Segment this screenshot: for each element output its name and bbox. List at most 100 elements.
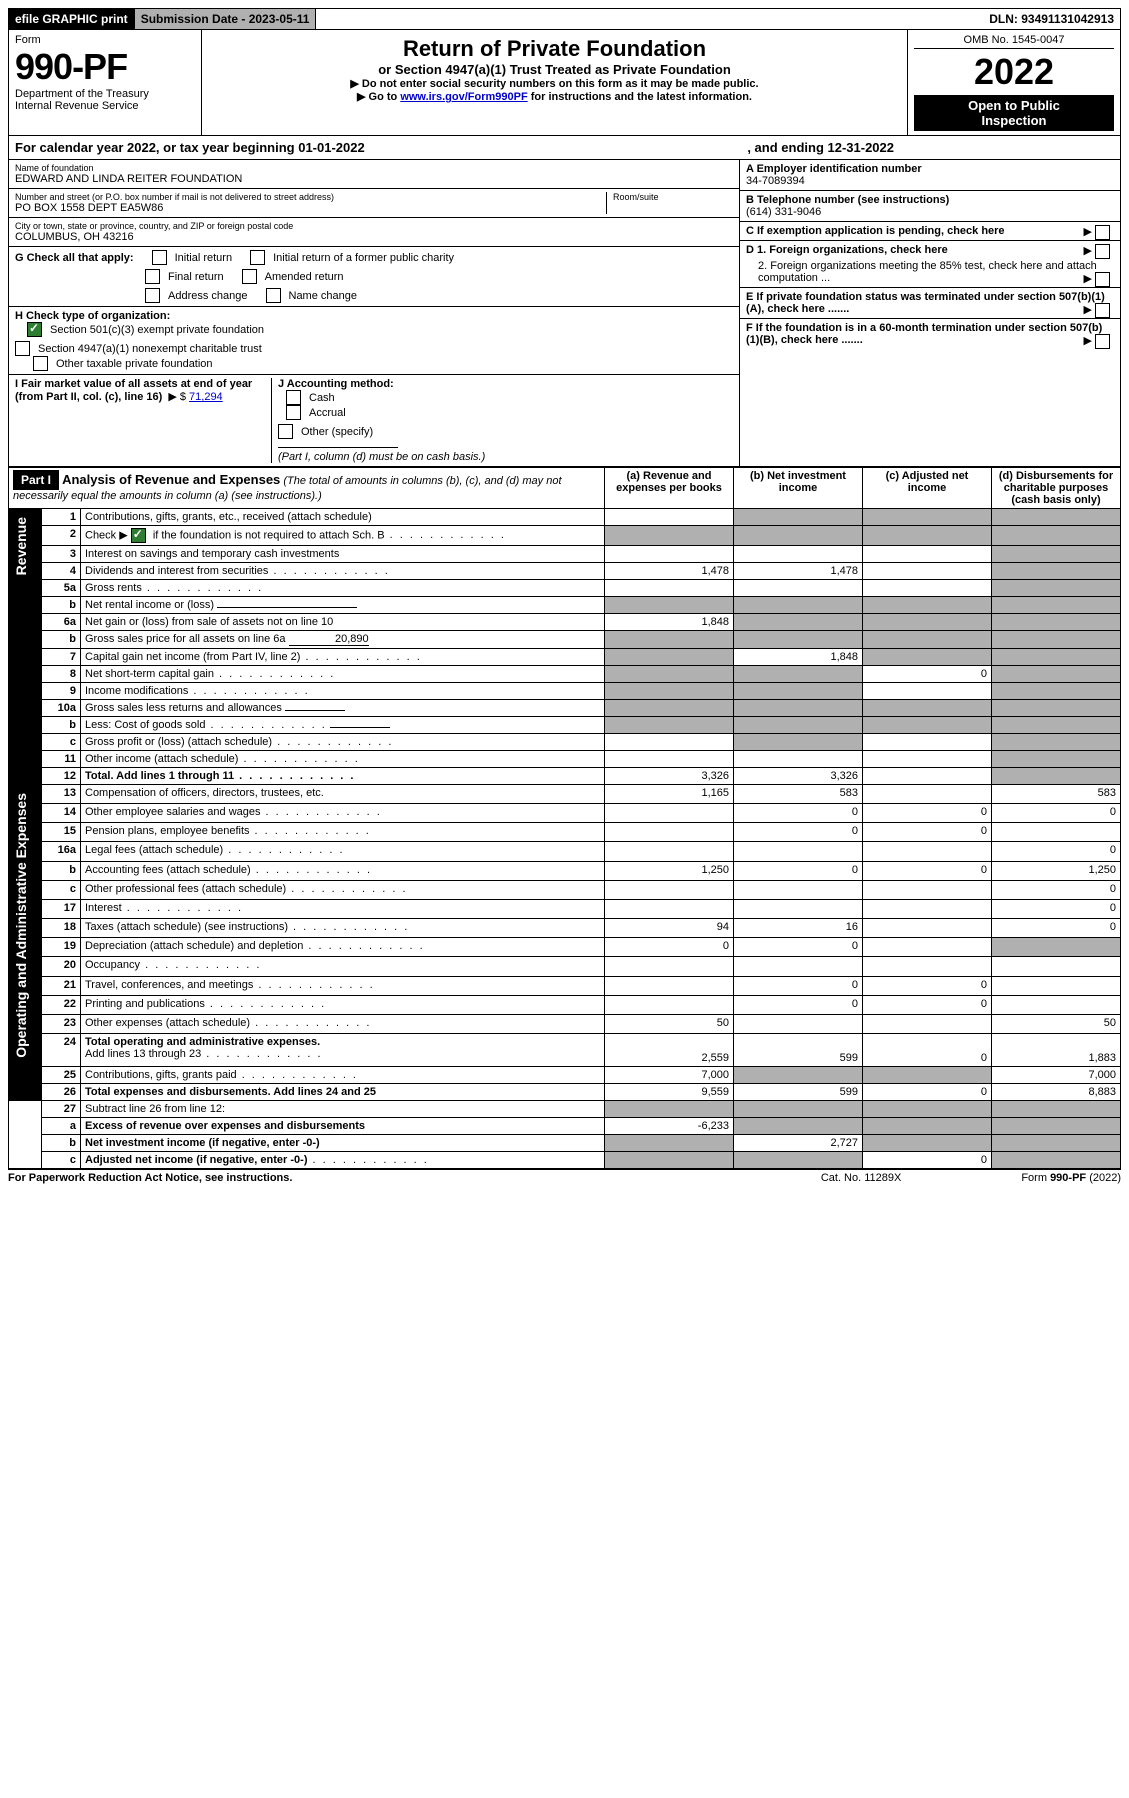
g-amended[interactable]: Amended return — [242, 269, 344, 284]
table-row: 12Total. Add lines 1 through 113,3263,32… — [9, 768, 1121, 785]
r2-desc: Check ▶ if the foundation is not require… — [81, 526, 605, 546]
table-row: 26Total expenses and disbursements. Add … — [9, 1083, 1121, 1100]
arrow-icon: ▶ — [1084, 225, 1092, 238]
ein-label: A Employer identification number — [746, 163, 1114, 175]
c-cell: C If exemption application is pending, c… — [740, 222, 1120, 241]
info-left: Name of foundation EDWARD AND LINDA REIT… — [9, 160, 739, 466]
col-c-header: (c) Adjusted net income — [863, 468, 992, 509]
part1-badge: Part I — [13, 470, 59, 490]
name-cell: Name of foundation EDWARD AND LINDA REIT… — [9, 160, 739, 189]
checkbox-icon — [152, 250, 167, 265]
city-label: City or town, state or province, country… — [15, 221, 733, 231]
d1-check[interactable]: ▶ — [1081, 244, 1114, 259]
topbar-spacer — [316, 9, 983, 29]
form-note2: ▶ Go to www.irs.gov/Form990PF for instru… — [212, 90, 897, 103]
side-expenses: Operating and Administrative Expenses — [9, 785, 42, 1067]
city: COLUMBUS, OH 43216 — [15, 231, 733, 243]
h-4947[interactable]: Section 4947(a)(1) nonexempt charitable … — [15, 341, 733, 356]
r1-desc: Contributions, gifts, grants, etc., rece… — [81, 509, 605, 526]
table-row: 14Other employee salaries and wages000 — [9, 804, 1121, 823]
header-center: Return of Private Foundation or Section … — [202, 30, 908, 135]
form-number: 990-PF — [15, 46, 195, 88]
efile-badge[interactable]: efile GRAPHIC print — [9, 9, 135, 29]
arrow-icon: ▶ — [1084, 303, 1092, 316]
checkbox-checked-icon[interactable] — [131, 528, 146, 543]
table-row: 2 Check ▶ if the foundation is not requi… — [9, 526, 1121, 546]
g-initial-former[interactable]: Initial return of a former public charit… — [250, 250, 454, 265]
foundation-name: EDWARD AND LINDA REITER FOUNDATION — [15, 173, 733, 185]
city-cell: City or town, state or province, country… — [9, 218, 739, 247]
part1-title: Analysis of Revenue and Expenses — [62, 472, 280, 487]
table-row: 17Interest0 — [9, 899, 1121, 918]
form-header: Form 990-PF Department of the Treasury I… — [8, 30, 1121, 136]
h-501c3[interactable]: Section 501(c)(3) exempt private foundat… — [27, 322, 733, 337]
e-label: E If private foundation status was termi… — [746, 291, 1105, 315]
j-label: J Accounting method: — [278, 378, 394, 390]
col-b-header: (b) Net investment income — [734, 468, 863, 509]
table-row: 22Printing and publications00 — [9, 995, 1121, 1014]
table-row: cAdjusted net income (if negative, enter… — [9, 1151, 1121, 1168]
room-label: Room/suite — [613, 192, 733, 202]
d2-check[interactable]: ▶ — [1081, 272, 1114, 287]
instructions-link[interactable]: www.irs.gov/Form990PF — [400, 91, 527, 103]
g-name-change[interactable]: Name change — [266, 288, 358, 303]
g-addr-change[interactable]: Address change — [145, 288, 248, 303]
checkbox-icon — [145, 288, 160, 303]
f-check[interactable]: ▶ — [1081, 334, 1114, 349]
g-initial[interactable]: Initial return — [152, 250, 232, 265]
table-row: 25Contributions, gifts, grants paid7,000… — [9, 1066, 1121, 1083]
table-row: 23Other expenses (attach schedule)5050 — [9, 1014, 1121, 1033]
j-accrual[interactable]: Accrual — [286, 405, 733, 420]
g-final[interactable]: Final return — [145, 269, 224, 284]
j-other[interactable]: Other (specify) — [278, 424, 733, 439]
checkbox-icon — [278, 424, 293, 439]
table-row: 16aLegal fees (attach schedule)0 — [9, 842, 1121, 861]
dept-line2: Internal Revenue Service — [15, 100, 195, 112]
table-row: 11Other income (attach schedule) — [9, 751, 1121, 768]
form-note1: ▶ Do not enter social security numbers o… — [212, 77, 897, 90]
d2-label: 2. Foreign organizations meeting the 85%… — [758, 260, 1097, 284]
phone-label: B Telephone number (see instructions) — [746, 194, 1114, 206]
table-row: 27Subtract line 26 from line 12: — [9, 1100, 1121, 1117]
h-check-cell: H Check type of organization: Section 50… — [9, 307, 739, 375]
table-row: 7Capital gain net income (from Part IV, … — [9, 649, 1121, 666]
i-j-cell: I Fair market value of all assets at end… — [9, 375, 739, 466]
h-other-taxable[interactable]: Other taxable private foundation — [33, 356, 733, 371]
fmv-value[interactable]: 71,294 — [189, 391, 223, 403]
table-row: 6aNet gain or (loss) from sale of assets… — [9, 614, 1121, 631]
table-row: 21Travel, conferences, and meetings00 — [9, 976, 1121, 995]
table-row: 5aGross rents — [9, 580, 1121, 597]
e-check[interactable]: ▶ — [1081, 303, 1114, 318]
top-bar: efile GRAPHIC print Submission Date - 20… — [8, 8, 1121, 30]
ein-value: 34-7089394 — [746, 175, 1114, 187]
checkbox-icon — [33, 356, 48, 371]
table-row: bNet investment income (if negative, ent… — [9, 1134, 1121, 1151]
table-row: 24Total operating and administrative exp… — [9, 1034, 1121, 1067]
checkbox-icon — [145, 269, 160, 284]
g-label: G Check all that apply: — [15, 252, 134, 264]
table-row: 3Interest on savings and temporary cash … — [9, 546, 1121, 563]
header-right: OMB No. 1545-0047 2022 Open to Public In… — [908, 30, 1120, 135]
checkbox-icon — [266, 288, 281, 303]
calyear-begin: For calendar year 2022, or tax year begi… — [15, 140, 365, 155]
inspect-line2: Inspection — [914, 113, 1114, 128]
arrow-icon: ▶ — [1084, 334, 1092, 347]
form-title: Return of Private Foundation — [212, 36, 897, 62]
table-row: 8Net short-term capital gain0 — [9, 666, 1121, 683]
dln-label: DLN: 93491131042913 — [983, 9, 1120, 29]
table-row: cGross profit or (loss) (attach schedule… — [9, 734, 1121, 751]
footer-left: For Paperwork Reduction Act Notice, see … — [8, 1172, 292, 1184]
e-cell: E If private foundation status was termi… — [740, 288, 1120, 319]
tax-year: 2022 — [914, 51, 1114, 93]
arrow-icon: ▶ — [168, 390, 176, 403]
j-cash[interactable]: Cash — [286, 390, 733, 405]
form-word: Form — [15, 34, 195, 46]
name-label: Name of foundation — [15, 163, 733, 173]
footer-center: Cat. No. 11289X — [821, 1172, 902, 1184]
side-revenue: Revenue — [9, 509, 42, 768]
c-label: C If exemption application is pending, c… — [746, 225, 1005, 237]
page-footer: For Paperwork Reduction Act Notice, see … — [8, 1169, 1121, 1184]
calendar-year-row: For calendar year 2022, or tax year begi… — [8, 136, 1121, 160]
omb-number: OMB No. 1545-0047 — [914, 34, 1114, 49]
c-check[interactable]: ▶ — [1081, 225, 1114, 240]
